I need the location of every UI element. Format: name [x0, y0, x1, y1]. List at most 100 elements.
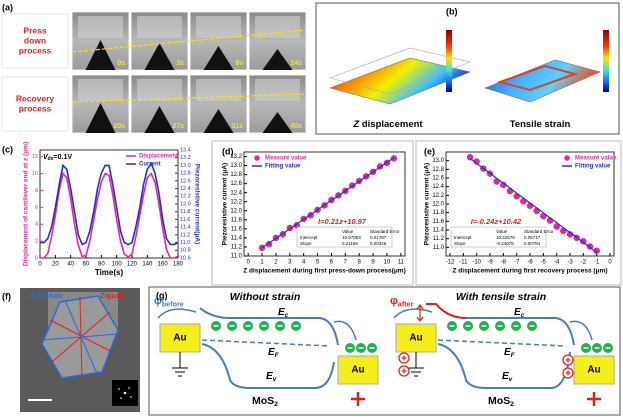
x-tick-label: 7	[344, 260, 348, 266]
strain-region	[496, 64, 579, 92]
x-tick-label: -12	[446, 260, 455, 266]
y-tick-label: 11.0	[231, 254, 243, 260]
material-label-sub: 2	[510, 401, 514, 408]
x-tick-label: 100	[112, 262, 123, 268]
y2-tick-label: 13.2	[180, 155, 191, 161]
ec-label: Ec	[514, 307, 525, 319]
caption-part: Z	[352, 119, 360, 130]
equation: I=0.21z+10.97	[318, 217, 367, 226]
fit-table	[296, 226, 393, 248]
table-cell: Slope	[300, 241, 312, 246]
x-tick-label: 80	[98, 262, 105, 268]
x-tick-label: 4	[302, 260, 306, 266]
ec-label: Ec	[278, 307, 289, 319]
table-cell: 10.42678	[496, 235, 515, 240]
electrode-label: Au	[587, 365, 600, 376]
table-header: Standard Error	[370, 229, 400, 234]
table-header: Value	[342, 229, 354, 234]
fit-table	[450, 226, 547, 248]
phi-label-main: φ	[154, 295, 162, 307]
material-label-main: MoS	[488, 395, 510, 407]
ev-label-sub: v	[273, 376, 277, 383]
x-tick-label: 60	[83, 262, 90, 268]
ev-band	[437, 343, 571, 389]
table-cell: Slope	[454, 241, 466, 246]
y-tick-label: 11.4	[433, 228, 445, 234]
y2-tick-label: 12.6	[180, 178, 191, 184]
cantilever	[78, 16, 123, 38]
x-tick-label: 1	[260, 260, 264, 266]
tip	[262, 112, 293, 133]
x-tick-label: 11	[398, 260, 405, 266]
time-label: 3s	[176, 60, 184, 67]
x-tick-label: -7	[514, 260, 520, 266]
x-tick-label: 0	[246, 260, 250, 266]
ef-label-main: E	[268, 347, 275, 358]
annotation-part: =0.1V	[54, 154, 73, 161]
ev-label-sub: v	[509, 376, 513, 383]
y-tick-label: 6	[35, 205, 38, 211]
y2-tick-label: 12.4	[180, 186, 191, 192]
panel-f	[20, 288, 140, 412]
ec-label-main: E	[514, 307, 521, 318]
ef-band	[437, 339, 567, 347]
labels: (a) (b) (c) (d) (e) (f) (g) Z displacement Tensi…	[2, 2, 570, 301]
y-tick-label: 12.2	[230, 199, 242, 205]
y-axis-label: Piezoresistive current (μA)	[424, 163, 431, 245]
row-label: process	[19, 45, 52, 55]
legend-label: Measure value	[575, 156, 617, 162]
ef-label: EF	[268, 347, 280, 359]
point	[466, 153, 474, 161]
panel-label: (e)	[424, 146, 435, 156]
y2-axis-label: Piezoresistive current(μA)	[193, 164, 200, 245]
flow-arrow	[157, 308, 197, 319]
plate-frame	[329, 47, 471, 95]
caption: Z displacement	[352, 119, 423, 130]
y-tick-label: 8	[35, 188, 38, 194]
table-cell: 0.01787	[370, 235, 387, 240]
legend-swatch	[254, 155, 260, 161]
time-label: 31s	[231, 123, 243, 130]
caption: Tensile strain	[510, 119, 571, 130]
ef-band	[201, 339, 331, 347]
y-tick-label: 12.4	[230, 190, 242, 196]
x-tick-label: -8	[501, 260, 507, 266]
y2-tick-label: 13.0	[180, 163, 191, 169]
legend-label: Measure value	[265, 156, 307, 162]
annotation-part: V	[43, 154, 49, 161]
ec-label-sub: c	[285, 312, 289, 319]
point	[580, 238, 587, 245]
panel-frame	[211, 140, 414, 286]
ef-label-main: E	[504, 347, 511, 358]
y2-tick-label: 12.2	[180, 194, 191, 200]
ev-label-main: E	[502, 371, 509, 382]
panel-frame	[148, 286, 621, 416]
phi-label: φafter	[390, 295, 414, 308]
table-cell: -0.24075	[496, 241, 514, 246]
hole-sign	[565, 370, 571, 376]
x-tick-label: -1	[594, 260, 600, 266]
phi-label-sub: before	[162, 300, 184, 308]
y2-tick-label: 10.8	[180, 248, 191, 254]
panel-label: (c)	[2, 144, 13, 154]
time-label: 14s	[290, 60, 302, 67]
tip	[203, 46, 234, 70]
hole-sign	[565, 357, 571, 363]
ev-band	[201, 343, 335, 389]
x-tick-label: 9	[371, 260, 375, 266]
time-label: 9s	[235, 60, 243, 67]
cantilever	[196, 16, 241, 38]
ef-label-sub: F	[275, 352, 280, 359]
y-tick-label: 13.0	[230, 163, 242, 169]
label-box	[1, 76, 69, 132]
y-tick-label: 0	[35, 255, 38, 261]
y2-tick-label: 13.4	[180, 147, 191, 153]
x-tick-label: -6	[527, 260, 533, 266]
panel-frame	[415, 140, 622, 286]
x-tick-label: -9	[487, 260, 493, 266]
flow-arrow	[569, 320, 593, 341]
y-tick-label: 2	[35, 239, 38, 245]
y-tick-label: 11.2	[231, 245, 243, 251]
